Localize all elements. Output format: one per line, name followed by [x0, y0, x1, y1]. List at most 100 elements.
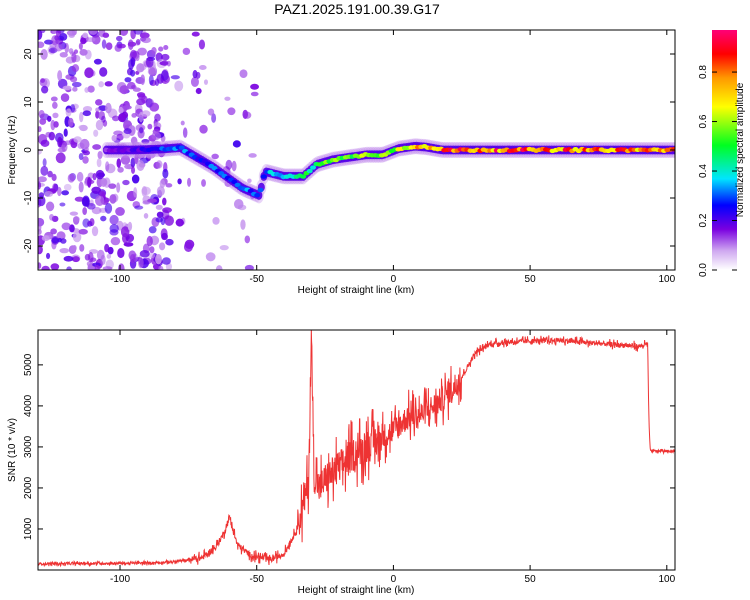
noise-blob — [59, 247, 70, 254]
snr-frame — [37, 329, 676, 571]
noise-blob — [162, 168, 169, 179]
noise-blob — [205, 252, 216, 262]
snr-xlabel: Height of straight line (km) — [298, 585, 415, 596]
noise-blob — [59, 202, 66, 207]
ridge-core — [254, 193, 261, 198]
noise-blob — [115, 207, 125, 216]
noise-blob — [57, 136, 63, 148]
noise-blob — [82, 150, 91, 156]
noise-blob — [155, 204, 163, 210]
noise-blob — [146, 235, 153, 247]
snr-panel: -100 -50 0 50 100 1000 2000 3000 4000 5000 Height… — [7, 329, 676, 596]
snr-xtick-label: 50 — [525, 574, 537, 585]
noise-blob — [98, 81, 104, 88]
noise-blob — [56, 231, 66, 241]
noise-blob — [38, 262, 42, 269]
noise-blob — [170, 75, 180, 80]
noise-blob — [61, 222, 71, 231]
noise-blob — [199, 124, 208, 134]
noise-blob — [69, 76, 78, 83]
noise-blob — [38, 247, 41, 253]
noise-blob — [84, 87, 89, 93]
noise-blob — [88, 30, 98, 35]
noise-blob — [59, 51, 68, 58]
noise-blob — [109, 223, 119, 233]
noise-blob — [74, 196, 85, 202]
noise-blob — [119, 30, 129, 36]
ridge-core — [310, 165, 317, 170]
noise-blob — [94, 264, 100, 270]
noise-blob — [57, 70, 63, 81]
noise-blob — [118, 263, 125, 270]
snr-ytick-label: 5000 — [23, 353, 34, 376]
noise-blob — [61, 142, 68, 152]
noise-blob — [49, 213, 55, 221]
noise-blob — [211, 113, 217, 123]
noise-blob — [247, 178, 252, 184]
noise-blob — [160, 53, 170, 61]
noise-blob — [50, 119, 56, 131]
snr-ytick-label: 3000 — [23, 435, 34, 458]
noise-blob — [79, 111, 84, 123]
noise-blob — [180, 120, 185, 126]
noise-blob — [95, 110, 100, 119]
noise-blob — [141, 110, 151, 117]
noise-blob — [104, 202, 113, 214]
noise-blob — [47, 115, 52, 122]
noise-blob — [67, 173, 75, 183]
noise-blob — [73, 136, 82, 143]
noise-blob — [141, 36, 151, 44]
noise-blob — [192, 70, 198, 79]
noise-blob — [72, 244, 77, 251]
noise-blob — [138, 111, 144, 123]
noise-blob — [158, 46, 164, 52]
snr-axes: -100 -50 0 50 100 1000 2000 3000 4000 5000 — [23, 330, 676, 585]
noise-blob — [62, 85, 72, 91]
noise-blob — [72, 216, 80, 222]
noise-blob — [139, 127, 144, 134]
noise-blob — [50, 228, 57, 235]
noise-blob — [142, 200, 151, 205]
noise-blob — [156, 211, 164, 218]
noise-blob — [102, 32, 110, 38]
noise-blob — [82, 110, 92, 117]
noise-blob — [131, 166, 136, 174]
noise-blob — [91, 186, 102, 194]
noise-blob — [109, 194, 117, 204]
noise-blob — [119, 85, 129, 95]
snr-ylabel: SNR (10 * v/v) — [7, 418, 18, 482]
noise-blob — [66, 266, 72, 270]
noise-blob — [40, 78, 46, 83]
noise-blob — [161, 60, 169, 66]
noise-blob — [91, 226, 99, 237]
snr-xtick-label: 0 — [391, 574, 397, 585]
noise-blob — [95, 195, 105, 206]
noise-blob — [100, 215, 107, 222]
noise-blob — [242, 109, 249, 119]
noise-blob — [135, 38, 141, 45]
noise-blob — [105, 102, 112, 114]
snr-ytick-label: 1000 — [23, 517, 34, 540]
noise-blob — [182, 127, 188, 138]
noise-blob — [72, 231, 82, 243]
noise-blob — [156, 186, 165, 196]
noise-blob — [57, 186, 62, 197]
noise-blob — [132, 87, 141, 92]
spectrogram-ytick-label: 10 — [23, 96, 34, 108]
noise-blob — [130, 157, 136, 168]
snr-xtick-label: -100 — [110, 574, 130, 585]
snr-ytick-label: 4000 — [23, 394, 34, 417]
noise-blob — [140, 74, 146, 86]
noise-blob — [136, 92, 146, 98]
noise-blob — [131, 174, 140, 184]
noise-blob — [154, 113, 161, 122]
noise-blob — [63, 128, 68, 137]
noise-blob — [44, 39, 54, 45]
noise-blob — [82, 156, 89, 164]
noise-blob — [39, 118, 47, 125]
spectrogram-xtick-label: 50 — [525, 274, 537, 285]
noise-blob — [38, 41, 45, 49]
noise-blob — [231, 160, 237, 172]
noise-blob — [82, 207, 88, 215]
